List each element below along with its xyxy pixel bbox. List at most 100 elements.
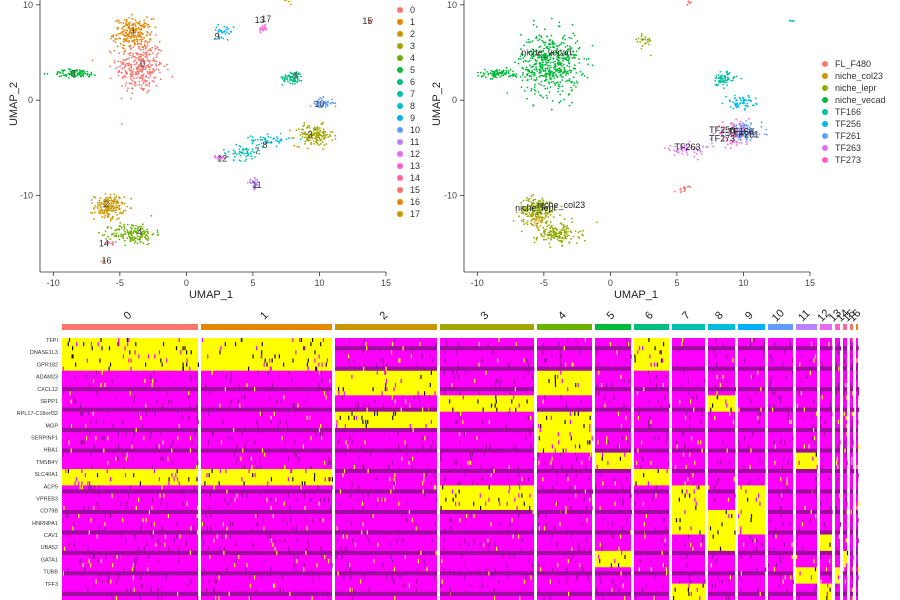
heatmap-cell-streak [542, 485, 544, 490]
heatmap-cell [201, 509, 332, 515]
heatmap-cell-streak [161, 362, 163, 367]
heatmap-cell [537, 514, 592, 519]
legend-label: FL_F480 [835, 59, 871, 69]
heatmap-cell-streak [394, 399, 396, 404]
legend-label: 5 [410, 65, 415, 75]
data-point [110, 207, 113, 210]
data-point [533, 71, 535, 74]
data-point [296, 78, 299, 81]
heatmap-cell-streak [129, 391, 131, 396]
heatmap-cell [537, 436, 592, 441]
heatmap-cell-streak [551, 534, 553, 539]
data-point [544, 228, 547, 231]
data-point [131, 56, 133, 59]
heatmap-cell [201, 456, 332, 462]
heatmap-cell-streak [93, 374, 95, 380]
data-point [121, 30, 124, 33]
data-point [527, 60, 529, 63]
data-point [136, 43, 139, 46]
heatmap-cell-streak [321, 432, 324, 437]
data-point [545, 35, 548, 38]
heatmap-cell-streak [325, 362, 327, 367]
heatmap-cell-streak [526, 358, 528, 363]
data-point [254, 139, 256, 142]
heatmap-cell [537, 391, 592, 396]
heatmap-cell-streak [80, 440, 82, 445]
data-point [314, 103, 317, 105]
heatmap-cell-streak [381, 391, 383, 396]
data-point [131, 79, 134, 82]
cluster-11-points [246, 176, 259, 191]
heatmap-cell-streak [336, 419, 338, 425]
data-point [141, 65, 144, 68]
heatmap-cell-streak [625, 358, 627, 363]
heatmap-cell-streak [134, 559, 136, 564]
heatmap-cell [537, 587, 592, 593]
heatmap-cell-streak [327, 595, 329, 600]
data-point [546, 73, 549, 75]
cluster-label: 16 [102, 256, 112, 266]
data-point [125, 38, 128, 41]
cluster-12-points [214, 154, 228, 161]
data-point [641, 33, 643, 35]
heatmap-cell [62, 366, 198, 372]
heatmap-cell-streak [201, 534, 203, 539]
legend-swatch [397, 103, 403, 109]
data-point [303, 122, 306, 124]
data-point [160, 49, 162, 52]
heatmap-cell-streak [298, 456, 300, 462]
heatmap-cell-streak [492, 575, 494, 580]
heatmap-cell-streak [571, 464, 573, 470]
data-point [251, 139, 253, 142]
heatmap-cell [62, 403, 198, 408]
data-point [289, 129, 291, 132]
heatmap-cell-streak [500, 374, 502, 380]
heatmap-cell [537, 550, 592, 556]
heatmap-cell-streak [74, 542, 76, 548]
heatmap-cell-streak [449, 587, 451, 593]
heatmap-cell-streak [459, 542, 461, 548]
data-point [155, 54, 158, 56]
heatmap-cell [440, 518, 534, 523]
cluster-niche_lepr-points [635, 33, 652, 57]
data-point [125, 29, 128, 32]
heatmap-cell-streak [451, 489, 454, 494]
data-point [259, 136, 262, 139]
heatmap-cell-streak [188, 391, 190, 396]
heatmap-cell-streak [101, 346, 103, 351]
legend-swatch [397, 55, 403, 61]
heatmap-cell-streak [257, 370, 259, 376]
data-point [318, 144, 320, 146]
heatmap-cell-streak [267, 534, 269, 539]
data-point [524, 68, 527, 71]
heatmap-cell-streak [284, 538, 286, 543]
heatmap-cell-streak [416, 567, 418, 572]
heatmap-cell-streak [424, 493, 426, 498]
heatmap-cell-streak [176, 469, 178, 474]
heatmap-cell-streak [369, 509, 371, 515]
data-point [520, 86, 523, 88]
heatmap-cell-streak [607, 366, 609, 372]
data-point [120, 42, 122, 45]
heatmap-cell-streak [229, 403, 231, 408]
data-point [292, 77, 295, 80]
heatmap-cell [335, 469, 437, 474]
heatmap-cell [62, 497, 198, 503]
data-point [124, 84, 127, 87]
cluster-label: 3 [308, 130, 313, 140]
heatmap-cell-streak [579, 444, 581, 449]
data-point [115, 241, 117, 244]
data-point [561, 57, 563, 60]
heatmap-cell-streak [549, 595, 551, 600]
heatmap-cell-streak [148, 554, 150, 560]
heatmap-cell-streak [386, 387, 388, 392]
heatmap-cell-streak [250, 595, 252, 600]
heatmap-cell-streak [400, 514, 403, 519]
heatmap-cell-streak [542, 477, 544, 482]
data-point [143, 66, 145, 68]
heatmap-cell-streak [364, 399, 366, 404]
heatmap-cell-streak [269, 366, 271, 372]
heatmap-cell-streak [406, 452, 409, 458]
data-point [561, 41, 563, 44]
data-point [112, 34, 115, 36]
